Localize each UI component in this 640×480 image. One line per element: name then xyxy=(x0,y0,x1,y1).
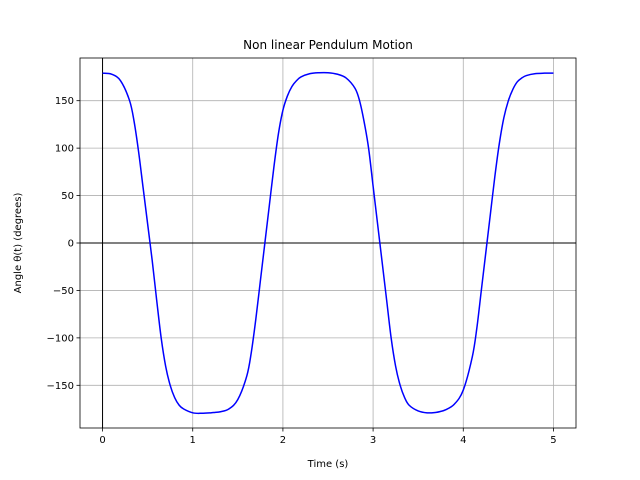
y-axis-label: Angle θ(t) (degrees) xyxy=(13,193,24,294)
x-ticks: 0 1 2 3 4 5 xyxy=(99,428,557,446)
y-tick-label: 0 xyxy=(68,239,74,250)
y-tick-label: 100 xyxy=(55,144,74,155)
x-tick-label: 0 xyxy=(99,435,105,446)
y-tick-label: −150 xyxy=(47,381,74,392)
series-line xyxy=(102,71,554,415)
x-tick-label: 1 xyxy=(190,435,196,446)
series-group xyxy=(102,71,554,415)
x-axis-label: Time (s) xyxy=(307,459,349,470)
y-tick-label: 50 xyxy=(61,191,74,202)
chart-title: Non linear Pendulum Motion xyxy=(243,38,413,52)
x-tick-label: 2 xyxy=(280,435,286,446)
y-tick-label: 150 xyxy=(55,96,74,107)
y-tick-label: −100 xyxy=(47,333,74,344)
y-tick-label: −50 xyxy=(53,286,74,297)
grid xyxy=(80,58,576,428)
y-ticks: −150 −100 −50 0 50 100 150 xyxy=(47,96,80,392)
reference-lines xyxy=(80,58,576,428)
x-tick-label: 4 xyxy=(460,435,466,446)
x-tick-label: 3 xyxy=(370,435,376,446)
x-tick-label: 5 xyxy=(550,435,556,446)
